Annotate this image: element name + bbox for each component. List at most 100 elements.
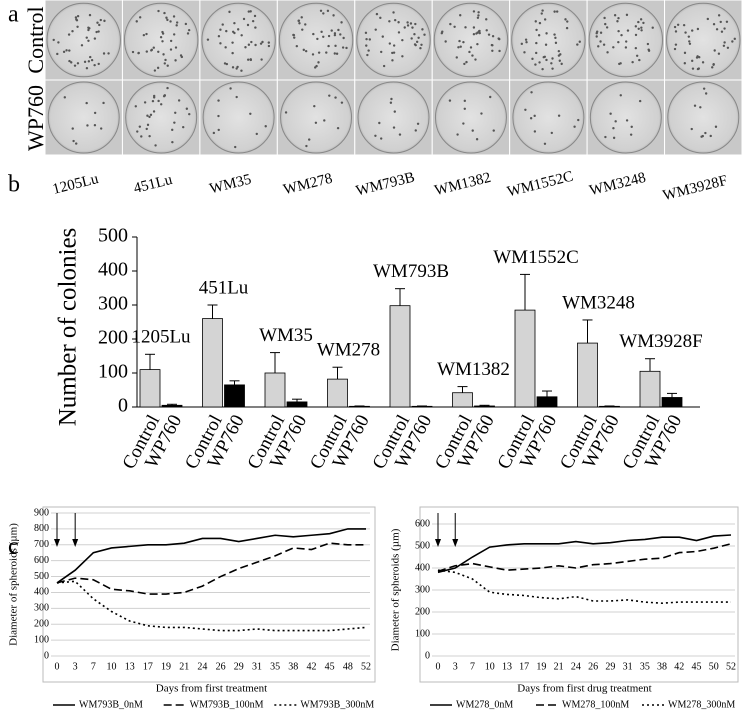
bar <box>327 378 348 408</box>
colony <box>476 16 480 19</box>
colony <box>319 9 323 12</box>
colony <box>634 33 638 37</box>
colony <box>640 29 643 32</box>
colony <box>647 48 650 51</box>
y-tick-label: 0 <box>118 395 128 417</box>
legend-label: WM278_100nM <box>562 699 629 710</box>
arrowhead <box>452 539 459 547</box>
x-tick-label: 52 <box>361 661 371 672</box>
colony <box>573 125 576 128</box>
colony <box>259 42 263 45</box>
colony <box>75 142 78 145</box>
colony <box>634 25 638 28</box>
colony <box>380 137 383 140</box>
y-axis-label: Diameter of spheroids (µm) <box>8 523 20 646</box>
colony <box>520 42 524 46</box>
x-tick-label: 21 <box>179 661 189 672</box>
cell-line-label: WM278 <box>282 171 334 199</box>
colony <box>374 28 377 31</box>
colony <box>690 127 693 131</box>
colony <box>388 42 392 45</box>
colony <box>175 21 179 24</box>
colony <box>339 33 342 36</box>
row-label: Control <box>23 6 48 73</box>
colony <box>491 49 494 52</box>
colony <box>465 60 468 64</box>
colony <box>143 101 147 104</box>
x-tick-label: 17 <box>519 661 529 672</box>
colony <box>145 50 149 53</box>
group-label: 451Lu <box>199 277 249 298</box>
colony <box>73 64 77 67</box>
colony <box>464 26 467 29</box>
colony <box>95 30 98 34</box>
colony <box>696 27 700 31</box>
colony <box>140 135 143 138</box>
colony <box>328 94 331 97</box>
colony <box>174 59 177 62</box>
x-tick-label: 3 <box>73 661 78 672</box>
colony <box>406 24 410 27</box>
colony <box>293 36 296 39</box>
legend-label: WM793B_100nM <box>190 699 264 710</box>
colony <box>173 121 176 124</box>
colony <box>524 38 528 41</box>
colony <box>301 28 304 31</box>
colony <box>554 36 557 40</box>
group-label: WM35 <box>259 325 313 346</box>
colony <box>440 32 443 35</box>
colony <box>468 50 471 54</box>
bar <box>286 401 308 408</box>
colony <box>333 33 337 37</box>
colony <box>76 14 80 18</box>
colony <box>605 26 609 29</box>
colony <box>673 25 677 29</box>
x-tick-label: 0 <box>436 661 441 672</box>
colony <box>480 112 483 115</box>
colony <box>674 43 678 46</box>
plate <box>667 81 740 154</box>
colony <box>131 50 135 54</box>
colony <box>308 138 311 141</box>
colony <box>553 33 556 36</box>
colony <box>67 33 71 36</box>
colony <box>543 142 547 146</box>
colony <box>545 58 548 62</box>
cell-line-label: WM793B <box>354 169 416 199</box>
colony <box>612 126 615 130</box>
colony <box>673 47 677 51</box>
colony <box>630 125 633 129</box>
colony <box>617 29 620 33</box>
colony <box>619 94 622 97</box>
colony <box>163 62 166 65</box>
x-tick-label: 29 <box>234 661 244 672</box>
colony <box>85 36 88 39</box>
x-tick-label: 7 <box>470 661 475 672</box>
colony <box>485 29 488 32</box>
colony <box>152 110 156 113</box>
colony <box>378 121 381 125</box>
group-label: 1205Lu <box>131 327 191 348</box>
plate <box>589 81 662 154</box>
colony <box>462 40 465 44</box>
colony <box>389 101 393 104</box>
x-tick-label: 26 <box>216 661 226 672</box>
colony <box>629 133 633 136</box>
y-tick-label: 600 <box>34 555 49 566</box>
colony <box>617 17 620 20</box>
colony <box>162 53 165 56</box>
arrowhead <box>54 539 60 547</box>
colony <box>533 114 536 118</box>
colony <box>616 20 619 23</box>
colony <box>614 120 617 123</box>
colony <box>172 15 176 18</box>
colony <box>88 13 92 17</box>
plate <box>278 2 354 78</box>
colony <box>565 26 569 30</box>
chart-frame <box>42 506 376 683</box>
plate <box>511 2 586 78</box>
colony <box>639 18 643 21</box>
colony <box>551 57 554 60</box>
y-tick-label: 0 <box>425 650 430 661</box>
colony <box>174 46 178 49</box>
